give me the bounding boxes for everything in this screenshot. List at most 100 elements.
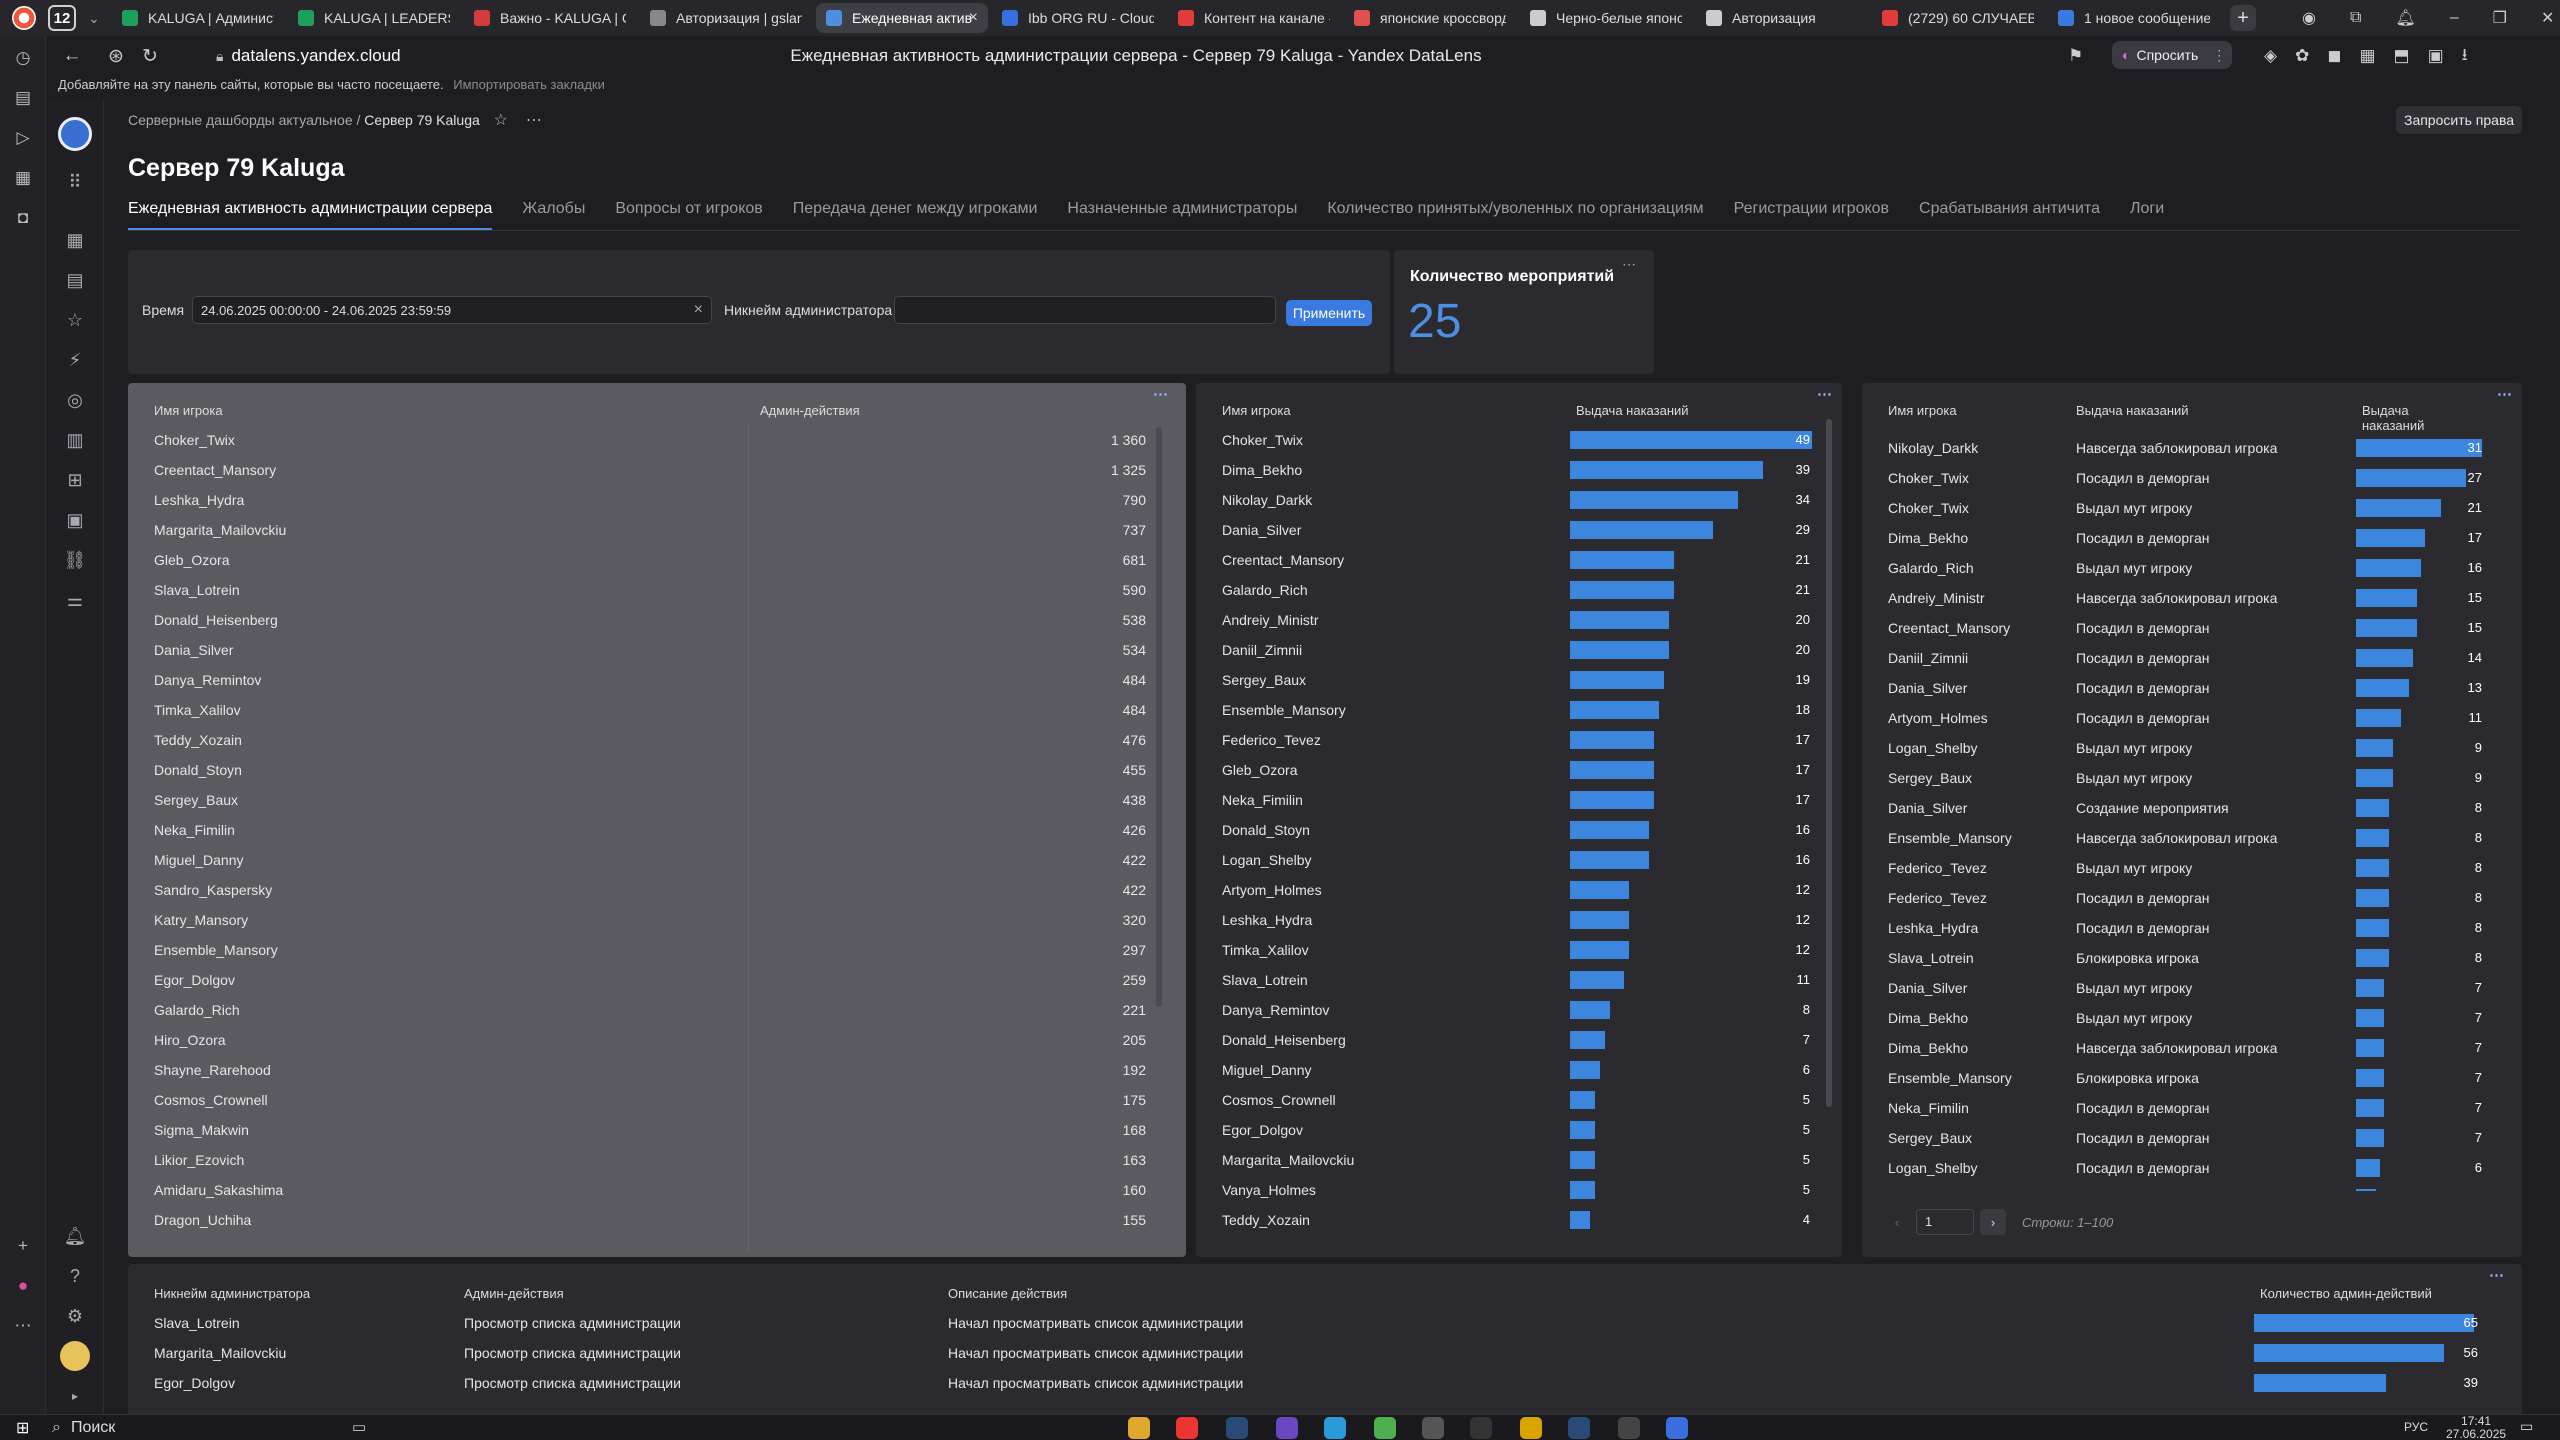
table-row[interactable]: Galardo_Rich Выдал мут игроку 16 (1862, 553, 2522, 583)
next-page-button[interactable]: › (1980, 1209, 2006, 1235)
column-header[interactable]: Количество админ-действий (2260, 1286, 2432, 1301)
table-row[interactable]: Leshka_Hydra 790 (128, 485, 1186, 515)
breadcrumb-parent[interactable]: Серверные дашборды актуальное (128, 112, 353, 128)
table-row[interactable]: Egor_Dolgov 259 (128, 965, 1186, 995)
extension-icon[interactable]: ◼ (2327, 46, 2342, 65)
table-row[interactable]: Sigma_Makwin 168 (128, 1115, 1186, 1145)
table-row[interactable]: Vanya_Holmes 5 (1196, 1175, 1842, 1205)
yandex-icon[interactable] (1618, 1417, 1640, 1439)
browser-tab[interactable]: (2729) 60 СЛУЧАЕВ I (1872, 3, 2044, 33)
browser-tab[interactable]: KALUGA | LEADERS (288, 3, 460, 33)
table-row[interactable]: Miguel_Danny 6 (1196, 1055, 1842, 1085)
dashboard-tab[interactable]: Регистрации игроков (1733, 200, 1890, 217)
dashboards-icon[interactable]: ⊞ (67, 469, 83, 490)
avatar[interactable] (46, 1336, 104, 1376)
table-row[interactable]: Leshka_Hydra Посадил в деморган 8 (1862, 913, 2522, 943)
browser-tab[interactable]: японские кроссворд (1344, 3, 1516, 33)
clock[interactable]: 17:41 27.06.2025 (2446, 1415, 2506, 1440)
table-row[interactable]: Donald_Heisenberg 7 (1196, 1025, 1842, 1055)
browser-logo-icon[interactable] (12, 6, 36, 30)
bell-icon[interactable]: 🔔︎ (63, 1225, 87, 1246)
browser-tab[interactable]: Авторизация | gslan (640, 3, 812, 33)
column-header[interactable]: Выдача наказаний (1576, 403, 1689, 418)
admin-nickname-input[interactable] (894, 296, 1276, 324)
column-header[interactable]: Никнейм администратора (154, 1286, 311, 1301)
links-icon[interactable]: ⛓ (63, 549, 87, 570)
browser-tab[interactable]: Ежедневная актив × (816, 3, 988, 33)
gear-icon[interactable]: ⚙ (66, 1305, 84, 1326)
whatsapp-icon[interactable] (1374, 1417, 1396, 1439)
collections-icon[interactable]: ⧉ (2349, 9, 2362, 26)
table-row[interactable]: Logan_Shelby 16 (1196, 845, 1842, 875)
column-header[interactable]: Имя игрока (154, 403, 223, 418)
column-header[interactable]: Админ-действия (760, 403, 860, 418)
chevron-down-icon[interactable]: ⌄ (88, 9, 100, 26)
table-row[interactable]: Dania_Silver 29 (1196, 515, 1842, 545)
extension-icon[interactable]: ▦ (2359, 46, 2376, 65)
app-icon[interactable] (1666, 1417, 1688, 1439)
table-row[interactable]: Gleb_Ozora 681 (128, 545, 1186, 575)
table-row[interactable]: Daniil_Zimnii 20 (1196, 635, 1842, 665)
table-row[interactable]: Dania_Silver Создание мероприятия 8 (1862, 793, 2522, 823)
table-row[interactable]: Neka_Fimilin Посадил в деморган 7 (1862, 1093, 2522, 1123)
table-row[interactable]: Gleb_Ozora 17 (1196, 755, 1842, 785)
browser-tab[interactable]: Ibb ORG RU - Cloud In (992, 3, 1164, 33)
table-row[interactable]: Ensemble_Mansory 297 (128, 935, 1186, 965)
datasets-icon[interactable]: ◎ (67, 389, 83, 410)
import-bookmarks-link[interactable]: Импортировать закладки (453, 77, 605, 92)
page-input[interactable]: 1 (1916, 1209, 1974, 1235)
table-row[interactable]: Egor_Dolgov 5 (1196, 1115, 1842, 1145)
play-icon[interactable]: ▷ (16, 128, 30, 147)
back-button[interactable]: ← (62, 45, 82, 66)
notes-icon[interactable]: ▤ (14, 88, 32, 107)
more-icon[interactable]: ⋯ (525, 112, 542, 129)
task-view-icon[interactable]: ▭ (352, 1419, 367, 1436)
minimize-button[interactable]: – (2449, 9, 2459, 26)
collections-icon[interactable]: ▦ (66, 229, 84, 250)
more-icon[interactable]: ⋯ (1622, 256, 1636, 272)
recent-icon[interactable]: ▤ (66, 269, 84, 290)
favorites-icon[interactable]: ☆ (66, 309, 84, 330)
table-row[interactable]: Logan_Shelby Посадил в деморган 6 (1862, 1153, 2522, 1183)
connections-icon[interactable]: ⚡︎ (68, 349, 82, 370)
browser-tab[interactable]: KALUGA | Админист (112, 3, 284, 33)
table-row[interactable]: Choker_Twix Выдал мут игроку 21 (1862, 493, 2522, 523)
steam-icon[interactable] (1568, 1417, 1590, 1439)
table-row[interactable]: Hiro_Ozora 205 (128, 1025, 1186, 1055)
table-row[interactable]: Danya_Remintov 484 (128, 665, 1186, 695)
table-row[interactable]: Nikolay_Darkk 34 (1196, 485, 1842, 515)
table-row[interactable]: Katry_Mansory 320 (128, 905, 1186, 935)
table-row[interactable]: Creentact_Mansory Посадил в деморган 15 (1862, 613, 2522, 643)
more-icon[interactable]: ⋯ (1153, 386, 1168, 403)
request-rights-button[interactable]: Запросить права (2396, 106, 2522, 134)
reload-button[interactable]: ↻ (142, 45, 158, 67)
browser-tab[interactable]: 1 новое сообщение (2048, 3, 2220, 33)
column-header[interactable]: Выдача наказаний (2362, 403, 2425, 433)
table-row[interactable]: Federico_Tevez Выдал мут игроку 8 (1862, 853, 2522, 883)
datalens-logo-icon[interactable] (46, 106, 104, 162)
table-row[interactable]: Dima_Bekho Навсегда заблокировал игрока 7 (1862, 1033, 2522, 1063)
more-icon[interactable]: ⋯ (2489, 1267, 2504, 1284)
table-row[interactable]: Slava_Lotrein 590 (128, 575, 1186, 605)
table-row[interactable]: Ensemble_Mansory 18 (1196, 695, 1842, 725)
extension-icon[interactable]: ▣ (2427, 46, 2444, 65)
discord-icon[interactable] (1276, 1417, 1298, 1439)
table-row[interactable]: Daniil_Zimnii Посадил в деморган 14 (1862, 643, 2522, 673)
star-icon[interactable]: ☆ (493, 112, 509, 129)
table-row[interactable]: Neka_Fimilin 426 (128, 815, 1186, 845)
download-icon[interactable]: ⭳ (2461, 44, 2468, 64)
new-tab-button[interactable]: + (2230, 5, 2256, 31)
dashboard-tab[interactable]: Логи (2130, 200, 2165, 217)
table-row[interactable]: Daniil_Zimnii Выдал мут игроку 5 (1862, 1183, 2522, 1191)
table-row[interactable]: Dima_Bekho Посадил в деморган 17 (1862, 523, 2522, 553)
steam-icon[interactable] (1226, 1417, 1248, 1439)
table-row[interactable]: Egor_Dolgov Просмотр списка администрации… (128, 1368, 2522, 1398)
maximize-button[interactable]: ❐ (2492, 10, 2507, 27)
table-row[interactable]: Creentact_Mansory 1 325 (128, 455, 1186, 485)
table-row[interactable]: Choker_Twix 1 360 (128, 425, 1186, 455)
messenger-icon[interactable]: ● (17, 1276, 29, 1295)
reports-icon[interactable]: ▣ (66, 509, 84, 530)
ask-button[interactable]: ◐ Спросить ⋮ (2112, 41, 2232, 69)
table-row[interactable]: Slava_Lotrein 11 (1196, 965, 1842, 995)
column-header[interactable]: Выдача наказаний (2076, 403, 2189, 418)
